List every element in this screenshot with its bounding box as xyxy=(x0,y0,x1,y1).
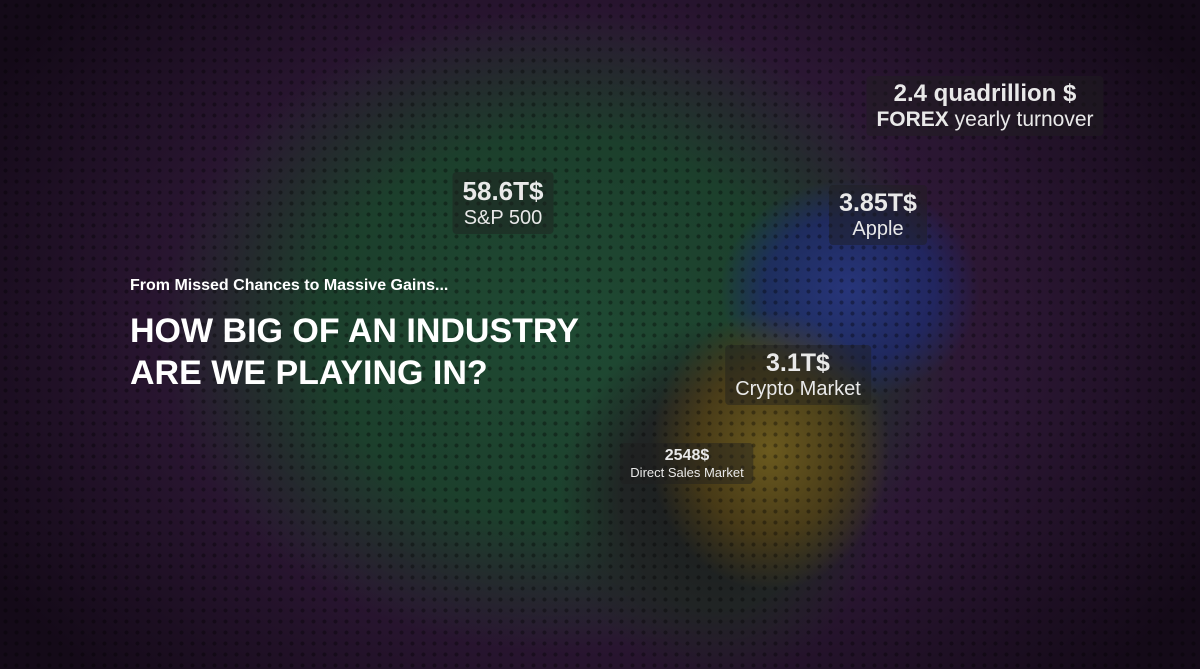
label-name: S&P 500 xyxy=(463,207,543,229)
label-value: 3.1T$ xyxy=(766,349,830,377)
sp500-label: 58.6T$ S&P 500 xyxy=(452,172,554,234)
apple-label: 3.85T$ Apple xyxy=(829,185,927,245)
label-name: Direct Sales Market xyxy=(630,465,744,480)
crypto-label: 3.1T$ Crypto Market xyxy=(725,345,871,405)
label-name: Crypto Market xyxy=(735,378,861,400)
headline-line: HOW BIG OF AN INDUSTRY xyxy=(130,312,579,350)
headline-line: ARE WE PLAYING IN? xyxy=(130,354,488,392)
label-value: 3.85T$ xyxy=(839,189,917,217)
label-value: 2548$ xyxy=(664,447,710,464)
headline: HOW BIG OF AN INDUSTRY ARE WE PLAYING IN… xyxy=(130,310,579,394)
label-value: 2.4 quadrillion $ xyxy=(893,80,1077,107)
forex-label: 2.4 quadrillion $ FOREX yearly turnover xyxy=(866,76,1104,136)
label-name: yearly turnover xyxy=(954,108,1094,131)
direct-sales-label: 2548$ Direct Sales Market xyxy=(620,443,754,484)
intro: From Missed Chances to Massive Gains... xyxy=(130,277,449,294)
label-name: Apple xyxy=(852,218,904,240)
label-name-bold: FOREX xyxy=(876,108,949,131)
label-value: 58.6T$ xyxy=(462,176,544,206)
